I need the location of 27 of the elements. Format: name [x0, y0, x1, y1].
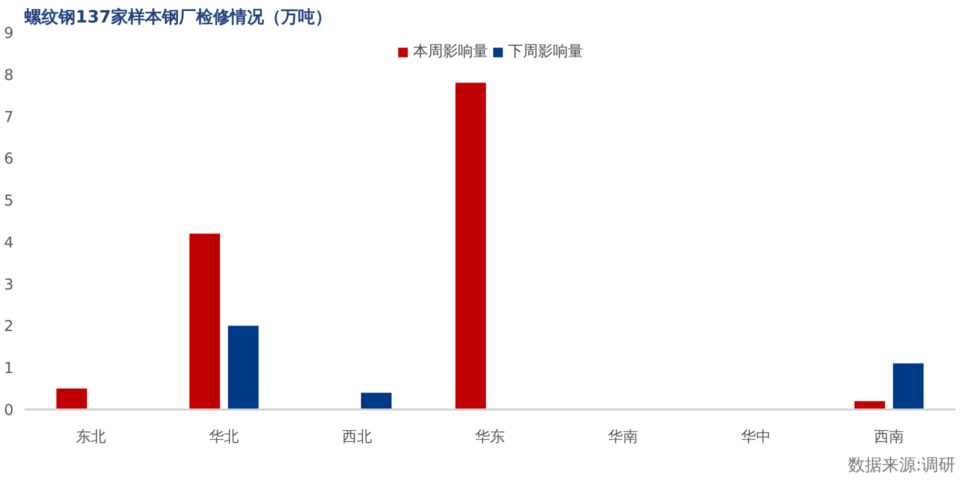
bar	[56, 388, 88, 410]
y-tick-label: 4	[4, 233, 14, 252]
y-tick-label: 1	[4, 359, 14, 378]
y-tick-label: 2	[4, 317, 14, 336]
y-tick-label: 9	[4, 24, 14, 42]
x-tick-label: 西南	[874, 428, 904, 446]
legend-label: 下周影响量	[508, 42, 583, 61]
x-tick-label: 东北	[76, 428, 106, 446]
y-tick-label: 8	[4, 66, 14, 84]
bar	[189, 234, 220, 410]
x-tick-label: 华南	[608, 428, 638, 446]
x-tick-label: 西北	[342, 428, 372, 446]
y-tick-label: 5	[4, 192, 14, 210]
y-tick-label: 3	[4, 275, 14, 294]
x-tick-label: 华中	[741, 428, 771, 446]
bar	[228, 326, 259, 410]
x-tick-label: 华北	[209, 428, 239, 446]
chart-title: 螺纹钢137家样本钢厂检修情况（万吨）	[24, 8, 332, 28]
y-tick-label: 0	[4, 401, 14, 419]
y-tick-label: 7	[4, 108, 14, 126]
legend-label: 本周影响量	[413, 42, 488, 61]
bar	[892, 363, 924, 410]
bar	[455, 82, 486, 410]
bar	[360, 392, 392, 410]
source-note: 数据来源:调研	[848, 456, 956, 476]
x-tick-label: 华东	[475, 428, 505, 446]
y-tick-label: 6	[4, 150, 14, 168]
